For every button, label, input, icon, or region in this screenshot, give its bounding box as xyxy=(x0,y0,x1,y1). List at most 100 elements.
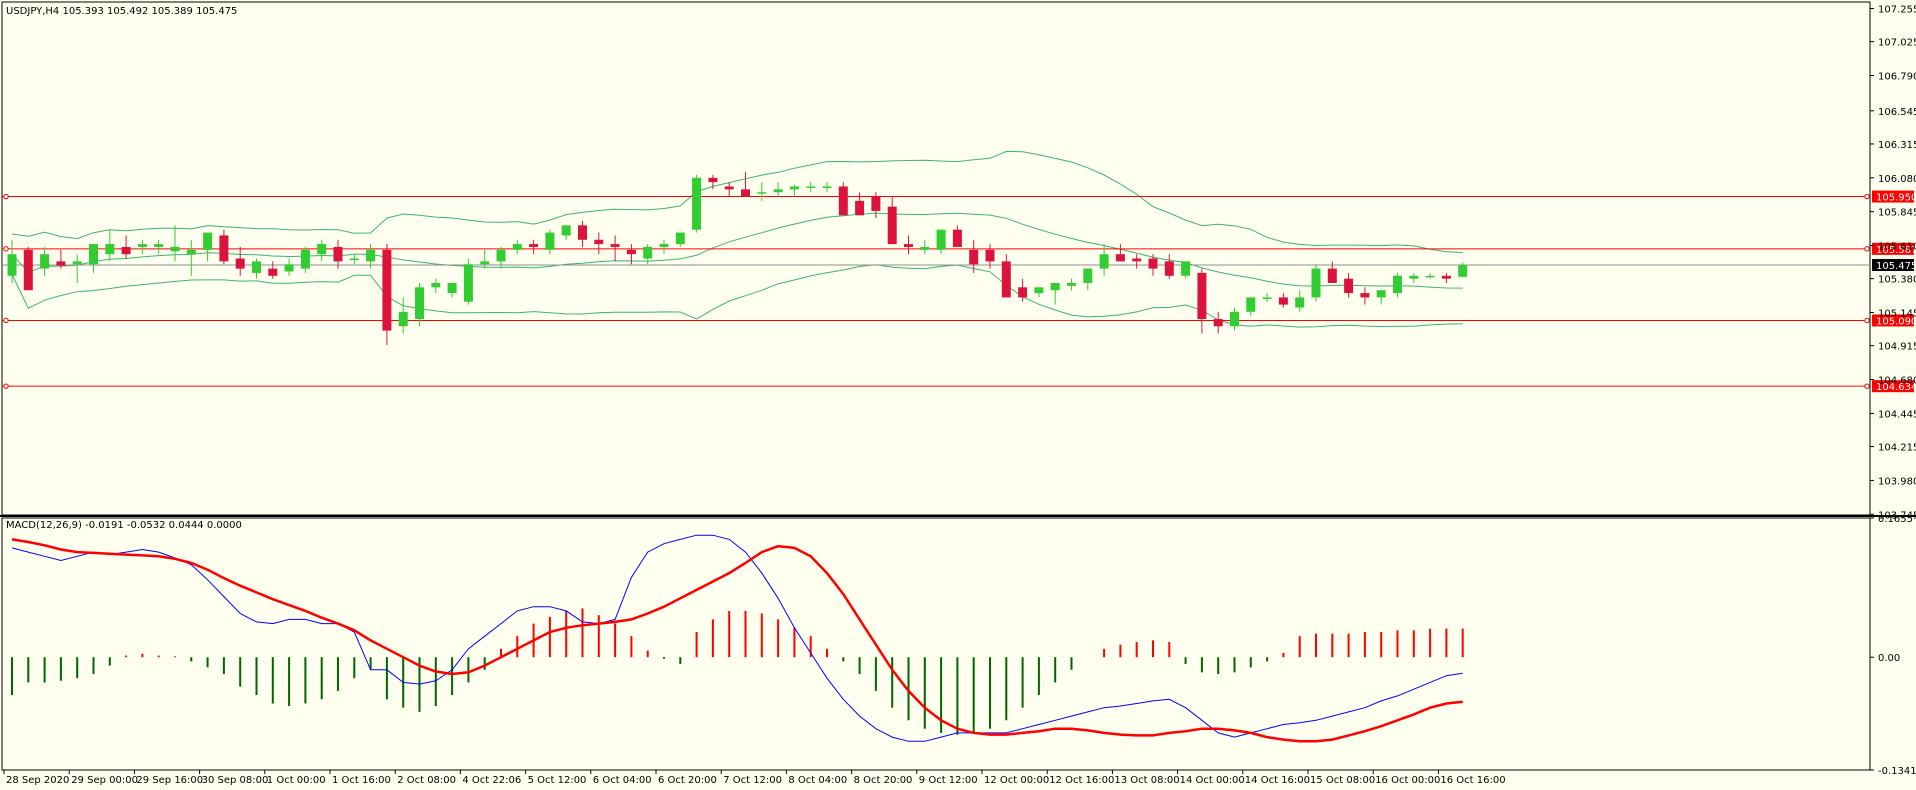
price-axis: 107.255 107.025 106.790 106.545 106.315 106.0… xyxy=(1870,4,1916,521)
price-line-handle[interactable] xyxy=(3,383,9,389)
price-line-label: 104.634 xyxy=(1876,382,1916,393)
time-tick-label: 15 Oct 08:00 xyxy=(1310,775,1375,786)
candle-body xyxy=(333,246,343,262)
candle-body xyxy=(431,282,441,288)
time-tick-label: 12 Oct 00:00 xyxy=(984,775,1049,786)
candle-body xyxy=(7,254,17,276)
candle-body xyxy=(366,249,376,262)
horizontal-price-lines[interactable]: 105.950 105.587 105.090 104.634 105.475 xyxy=(2,190,1916,394)
candle-body xyxy=(1425,275,1435,278)
price-line-handle[interactable] xyxy=(1864,383,1870,389)
time-tick-label: 6 Oct 20:00 xyxy=(658,775,717,786)
candle-body xyxy=(1409,275,1419,279)
time-tick-label: 14 Oct 16:00 xyxy=(1245,775,1310,786)
candle-body xyxy=(1327,268,1337,283)
bollinger-lower xyxy=(11,264,1463,328)
time-tick-label: 6 Oct 04:00 xyxy=(593,775,652,786)
candle-body xyxy=(415,287,424,320)
price-tick-label: 105.380 xyxy=(1878,275,1916,286)
time-tick-label: 5 Oct 12:00 xyxy=(528,775,587,786)
candle-body xyxy=(822,186,832,188)
candle-body xyxy=(545,232,555,250)
candle-body xyxy=(1034,287,1044,294)
candle-body xyxy=(398,311,408,327)
bollinger-bands xyxy=(11,150,1463,328)
candle-body xyxy=(675,232,685,245)
candle-body xyxy=(1001,261,1011,298)
candle-body xyxy=(887,206,897,245)
candle-body xyxy=(219,235,229,262)
candle-body xyxy=(741,189,750,197)
price-line-tag xyxy=(1872,314,1914,327)
price-line-handle[interactable] xyxy=(1864,246,1870,252)
price-tick-label: 105.610 xyxy=(1878,242,1916,253)
price-tick-label: 104.445 xyxy=(1878,409,1916,420)
candle-body xyxy=(952,229,962,247)
time-tick-label: 16 Oct 00:00 xyxy=(1375,775,1440,786)
price-tick-label: 106.080 xyxy=(1878,174,1916,185)
candlesticks xyxy=(7,172,1468,345)
price-line-handle[interactable] xyxy=(3,246,9,252)
candle-body xyxy=(1164,261,1174,276)
current-price-tag xyxy=(1872,258,1914,271)
time-tick-label: 14 Oct 00:00 xyxy=(1180,775,1245,786)
price-tick-label: 106.315 xyxy=(1878,140,1916,151)
macd-main-line xyxy=(11,534,1463,742)
time-tick-label: 13 Oct 08:00 xyxy=(1114,775,1179,786)
candle-body xyxy=(235,258,245,269)
time-tick-label: 1 Oct 16:00 xyxy=(332,775,391,786)
price-line-handle[interactable] xyxy=(1864,317,1870,324)
price-tick-label: 103.980 xyxy=(1878,476,1916,487)
time-tick-label: 12 Oct 16:00 xyxy=(1049,775,1114,786)
macd-tick-label: 0.1655 xyxy=(1878,514,1913,525)
candle-body xyxy=(724,186,734,190)
time-tick-label: 8 Oct 20:00 xyxy=(854,775,913,786)
candle-body xyxy=(529,244,539,247)
time-tick-label: 16 Oct 16:00 xyxy=(1440,775,1505,786)
candle-body xyxy=(1083,268,1093,283)
time-tick-label: 9 Oct 12:00 xyxy=(919,775,978,786)
price-line-handle[interactable] xyxy=(1864,193,1870,200)
candle-body xyxy=(1213,319,1223,327)
candle-body xyxy=(773,189,783,193)
time-tick-label: 1 Oct 00:00 xyxy=(267,775,326,786)
time-tick-label: 29 Sep 00:00 xyxy=(71,775,138,786)
candle-body xyxy=(1262,297,1272,299)
candle-body xyxy=(121,246,131,255)
candle-body xyxy=(985,249,995,262)
candle-body xyxy=(284,264,294,272)
candle-body xyxy=(1115,254,1125,262)
candle-body xyxy=(838,186,848,216)
candle-body xyxy=(447,282,457,294)
price-tick-label: 107.025 xyxy=(1878,38,1916,49)
price-line-handle[interactable] xyxy=(3,317,9,324)
candle-body xyxy=(154,244,164,247)
bollinger-middle xyxy=(11,212,1463,289)
candle-body xyxy=(40,254,50,269)
candle-body xyxy=(23,249,33,291)
candle-body xyxy=(1197,272,1207,320)
price-tick-label: 106.790 xyxy=(1878,71,1916,82)
candle-body xyxy=(1181,261,1191,276)
time-tick-label: 2 Oct 08:00 xyxy=(397,775,456,786)
price-line-handle[interactable] xyxy=(3,193,9,200)
time-tick-label: 30 Sep 08:00 xyxy=(202,775,269,786)
macd-panel-frame xyxy=(1,517,1871,771)
candle-body xyxy=(203,232,213,250)
macd-indicator xyxy=(11,534,1464,743)
candle-body xyxy=(105,244,115,255)
candle-body xyxy=(626,249,636,255)
candle-body xyxy=(186,249,196,255)
time-tick-label: 4 Oct 22:06 xyxy=(462,775,521,786)
candle-body xyxy=(1278,297,1288,305)
price-tick-label: 104.680 xyxy=(1878,376,1916,387)
candle-body xyxy=(56,261,66,266)
candle-body xyxy=(871,196,881,211)
candle-body xyxy=(349,258,359,260)
price-line-tag xyxy=(1872,242,1914,255)
price-line-label: 105.587 xyxy=(1876,245,1916,256)
candle-body xyxy=(1441,275,1451,279)
time-tick-label: 8 Oct 04:00 xyxy=(788,775,847,786)
candle-body xyxy=(1360,293,1370,298)
